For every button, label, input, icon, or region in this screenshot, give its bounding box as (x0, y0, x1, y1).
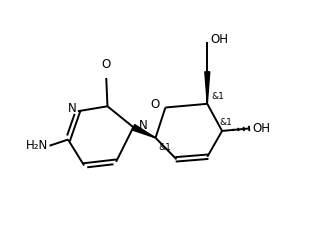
Text: &1: &1 (211, 92, 224, 101)
Text: H₂N: H₂N (26, 139, 48, 152)
Text: OH: OH (252, 122, 270, 135)
Text: &1: &1 (220, 118, 233, 127)
Text: N: N (139, 119, 148, 132)
Text: &1: &1 (158, 143, 171, 152)
Polygon shape (132, 124, 155, 138)
Text: N: N (68, 102, 77, 115)
Text: O: O (151, 98, 160, 111)
Polygon shape (205, 72, 210, 104)
Text: O: O (102, 57, 111, 71)
Text: OH: OH (210, 33, 228, 46)
